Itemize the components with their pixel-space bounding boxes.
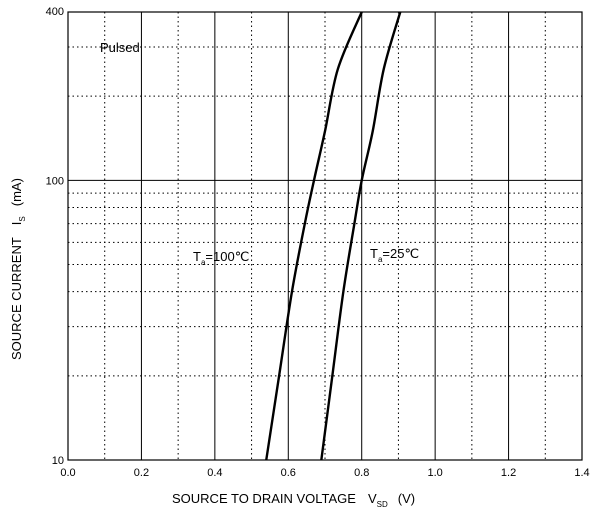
x-tick-label: 0.0	[60, 467, 75, 479]
series-line-ta100	[265, 11, 363, 461]
x-tick-label: 1.4	[574, 467, 589, 479]
y-tick-label: 100	[46, 175, 64, 187]
pulsed-label: Pulsed	[100, 40, 140, 55]
plot-border	[67, 11, 583, 461]
plot-frame	[67, 11, 583, 461]
x-tick-label: 0.2	[134, 467, 149, 479]
ta25-label: Ta=25℃	[370, 246, 419, 264]
grid	[68, 12, 582, 460]
y-axis-title: SOURCE CURRENTIS(mA)	[9, 178, 27, 360]
x-tick-label: 1.0	[427, 467, 442, 479]
x-tick-label: 0.8	[354, 467, 369, 479]
series-group	[265, 11, 402, 461]
x-tick-label: 0.4	[207, 467, 222, 479]
x-tick-label: 1.2	[501, 467, 516, 479]
y-tick-label: 400	[46, 6, 64, 18]
x-tick-label: 0.6	[281, 467, 296, 479]
ta100-label: Ta=100℃	[193, 249, 249, 267]
tick-labels: 0.0 0.2 0.4 0.6 0.8 1.0 1.2 1.4 10 100 400	[46, 6, 590, 479]
series-line-ta25	[320, 11, 402, 461]
x-axis-title: SOURCE TO DRAIN VOLTAGE VSD (V)	[172, 491, 415, 509]
y-tick-label: 10	[52, 455, 64, 467]
